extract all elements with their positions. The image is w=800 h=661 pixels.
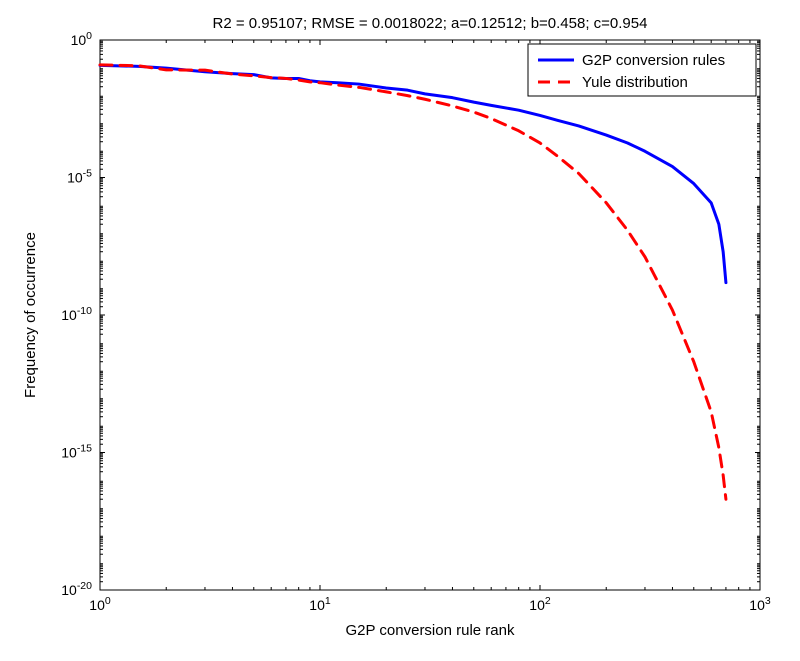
legend: G2P conversion rules Yule distribution <box>528 44 756 96</box>
legend-item-label: Yule distribution <box>582 74 688 91</box>
y-axis-label: Frequency of occurrence <box>22 232 39 398</box>
legend-item-label: G2P conversion rules <box>582 52 725 69</box>
x-axis-label: G2P conversion rule rank <box>346 622 515 639</box>
chart-title: R2 = 0.95107; RMSE = 0.0018022; a=0.1251… <box>213 15 648 32</box>
loglog-chart: 10010110210310-2010-1510-1010-5100R2 = 0… <box>0 0 800 661</box>
